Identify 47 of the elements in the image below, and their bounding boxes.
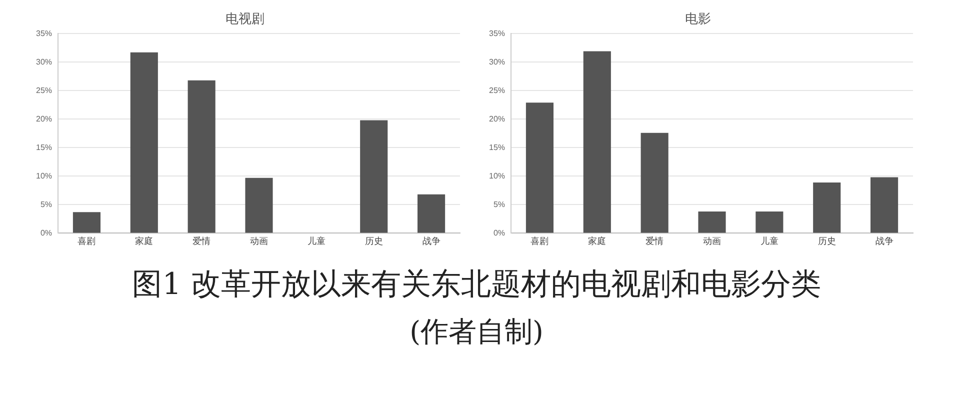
bar bbox=[360, 120, 388, 233]
text: (作者自制) bbox=[408, 314, 544, 350]
bar bbox=[526, 102, 554, 233]
y-tick-label: 15% bbox=[488, 142, 506, 152]
x-tick-label: 动画 bbox=[703, 236, 722, 246]
x-tick-label: 历史 bbox=[818, 236, 836, 246]
x-tick-label: 爱情 bbox=[192, 236, 211, 246]
y-tick-label: 30% bbox=[36, 57, 52, 66]
x-tick-label: 儿童 bbox=[760, 236, 778, 246]
y-tick-label: 0% bbox=[493, 228, 506, 238]
x-tick-label: 历史 bbox=[364, 236, 383, 246]
y-tick-label: 15% bbox=[36, 142, 52, 152]
chart-title: 电视剧 bbox=[226, 12, 264, 28]
bar bbox=[583, 51, 611, 233]
bar bbox=[870, 177, 898, 233]
x-tick-label: 家庭 bbox=[135, 236, 154, 246]
bar bbox=[698, 212, 726, 233]
y-tick-label: 25% bbox=[36, 86, 52, 95]
y-tick-label: 5% bbox=[40, 200, 52, 209]
y-tick-label: 20% bbox=[36, 114, 52, 124]
y-tick-label: 10% bbox=[488, 171, 506, 180]
bar bbox=[245, 178, 273, 233]
y-tick-label: 20% bbox=[488, 114, 506, 124]
chart-title: 电影 bbox=[685, 12, 711, 28]
x-tick-label: 喜剧 bbox=[530, 236, 549, 246]
bar bbox=[72, 212, 101, 233]
y-tick-label: 35% bbox=[488, 28, 506, 38]
y-tick-label: 0% bbox=[40, 228, 52, 238]
bar bbox=[756, 212, 784, 233]
caption: 图1 改革开放以来有关东北题材的电视剧和电影分类 bbox=[131, 266, 822, 304]
bar bbox=[130, 52, 158, 233]
y-tick-label: 35% bbox=[36, 28, 52, 38]
x-tick-label: 爱情 bbox=[646, 236, 664, 246]
bar bbox=[418, 194, 446, 233]
x-tick-label: 儿童 bbox=[307, 236, 326, 246]
x-tick-label: 战争 bbox=[422, 236, 440, 246]
y-tick-label: 10% bbox=[36, 171, 52, 180]
y-tick-label: 25% bbox=[488, 86, 506, 95]
x-tick-label: 喜剧 bbox=[78, 236, 96, 246]
bar bbox=[188, 80, 216, 233]
x-tick-label: 动画 bbox=[250, 236, 268, 246]
bar bbox=[640, 132, 668, 233]
bar bbox=[813, 182, 841, 233]
y-tick-label: 30% bbox=[488, 57, 506, 66]
x-tick-label: 战争 bbox=[875, 236, 894, 246]
x-tick-label: 家庭 bbox=[588, 236, 606, 246]
y-tick-label: 5% bbox=[493, 200, 506, 209]
